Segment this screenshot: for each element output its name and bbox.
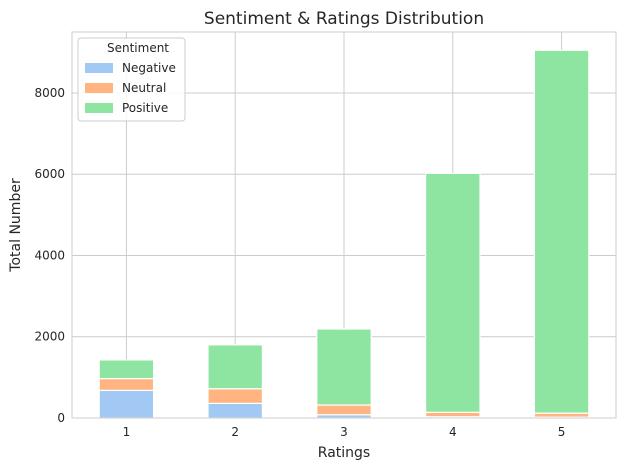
bar-neutral-rating-3 xyxy=(316,404,372,416)
bar-neutral-rating-1 xyxy=(98,377,155,391)
legend-swatch-negative xyxy=(85,63,113,73)
legend-label-negative: Negative xyxy=(122,61,176,75)
y-tick-label: 4000 xyxy=(34,248,65,262)
x-tick-label: 3 xyxy=(340,425,348,439)
bar-positive-rating-1 xyxy=(98,359,155,380)
bar-neutral-rating-5 xyxy=(533,412,590,418)
y-axis-label: Total Number xyxy=(8,178,24,273)
legend-swatch-neutral xyxy=(85,83,113,93)
legend-swatch-positive xyxy=(85,103,113,113)
bar-positive-rating-3 xyxy=(316,328,372,406)
legend-label-positive: Positive xyxy=(122,101,168,115)
bar-negative-rating-1 xyxy=(98,389,155,419)
y-tick-label: 0 xyxy=(57,411,65,425)
bar-negative-rating-2 xyxy=(207,402,264,419)
bar-positive-rating-2 xyxy=(207,344,264,390)
bar-positive-rating-5 xyxy=(533,49,590,414)
x-tick-label: 2 xyxy=(231,425,239,439)
plot-frame xyxy=(71,31,617,419)
tick-labels: 1 2 3 4 5 0 2000 4000 6000 8000 xyxy=(34,86,565,439)
x-axis-label: Ratings xyxy=(318,445,370,461)
bar-positive-rating-4 xyxy=(425,172,481,413)
axes xyxy=(71,31,617,419)
y-tick-label: 2000 xyxy=(34,330,65,344)
legend-title: Sentiment xyxy=(107,41,169,55)
y-tick-label: 8000 xyxy=(34,86,65,100)
legend-box xyxy=(77,37,186,122)
legend-label-neutral: Neutral xyxy=(122,81,166,95)
bar-neutral-rating-4 xyxy=(425,411,481,418)
chart-title: Sentiment & Ratings Distribution xyxy=(204,9,484,29)
legend: Sentiment Negative Neutral Positive xyxy=(77,37,186,122)
bar-neutral-rating-2 xyxy=(207,388,264,404)
x-tick-label: 1 xyxy=(123,425,131,439)
y-tick-label: 6000 xyxy=(34,167,65,181)
x-tick-label: 5 xyxy=(558,425,566,439)
bars xyxy=(98,49,590,419)
legend-items: Negative Neutral Positive xyxy=(85,61,176,115)
x-tick-label: 4 xyxy=(449,425,457,439)
